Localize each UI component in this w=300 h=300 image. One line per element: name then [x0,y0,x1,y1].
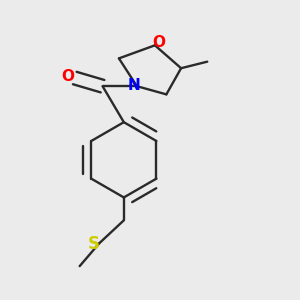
Text: N: N [128,78,141,93]
Text: O: O [61,69,74,84]
Text: O: O [152,35,165,50]
Text: S: S [87,235,99,253]
